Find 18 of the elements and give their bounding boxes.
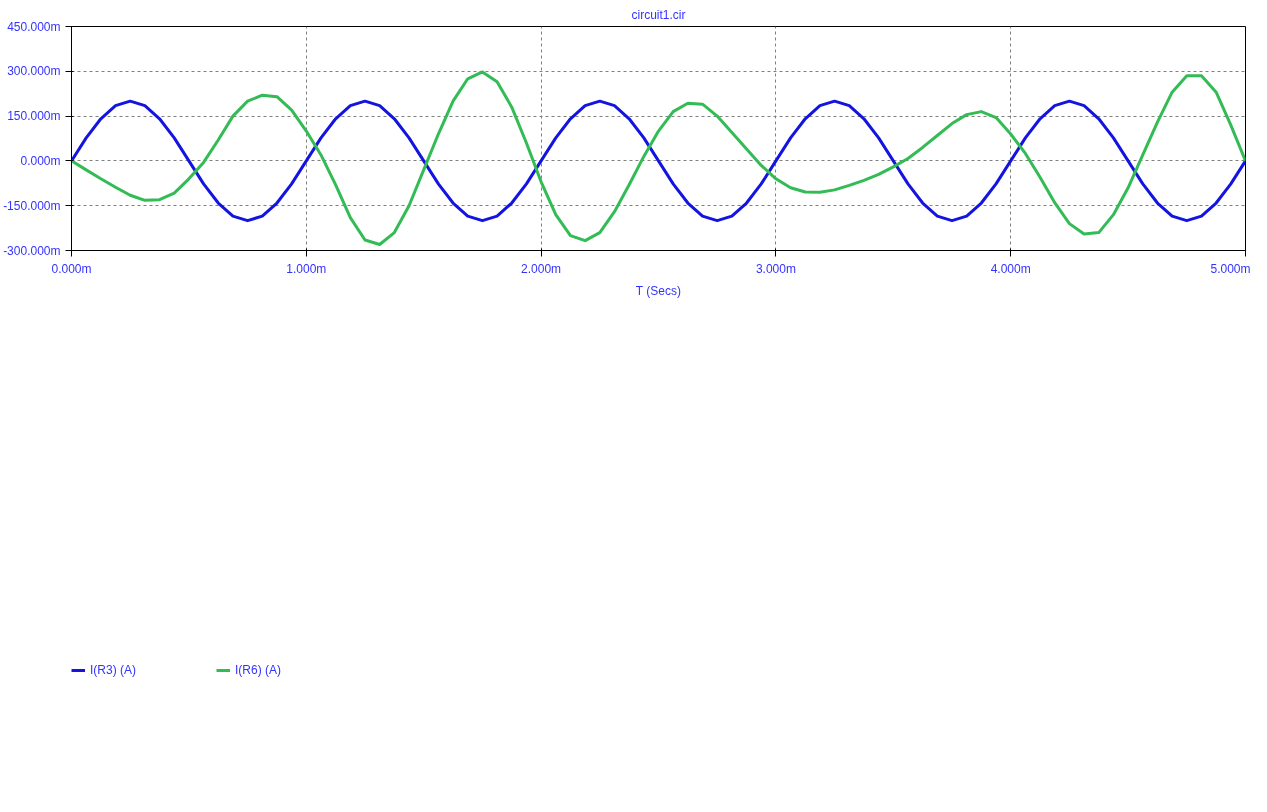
y-tick-label: -150.000m [3,198,61,213]
x-tick-label: 0.000m [51,261,92,276]
y-tick-label: 0.000m [20,153,61,168]
line-series [71,70,1246,247]
y-tick-label: 150.000m [7,109,61,124]
x-tick-label: 4.000m [990,261,1031,276]
x-tick-label: 5.000m [1210,261,1251,276]
line-series [71,99,1246,223]
y-tick-label: 450.000m [7,19,61,34]
legend-label: I(R3) (A) [90,663,136,677]
x-tick-label: 3.000m [755,261,796,276]
x-tick-label: 2.000m [521,261,562,276]
x-tick-label: 1.000m [286,261,327,276]
legend-label: I(R6) (A) [235,663,281,677]
y-tick-label: 300.000m [7,64,61,79]
x-axis-title: T (Secs) [635,283,681,298]
y-tick-label: -300.000m [3,243,61,258]
chart-title: circuit1.cir [631,7,686,22]
